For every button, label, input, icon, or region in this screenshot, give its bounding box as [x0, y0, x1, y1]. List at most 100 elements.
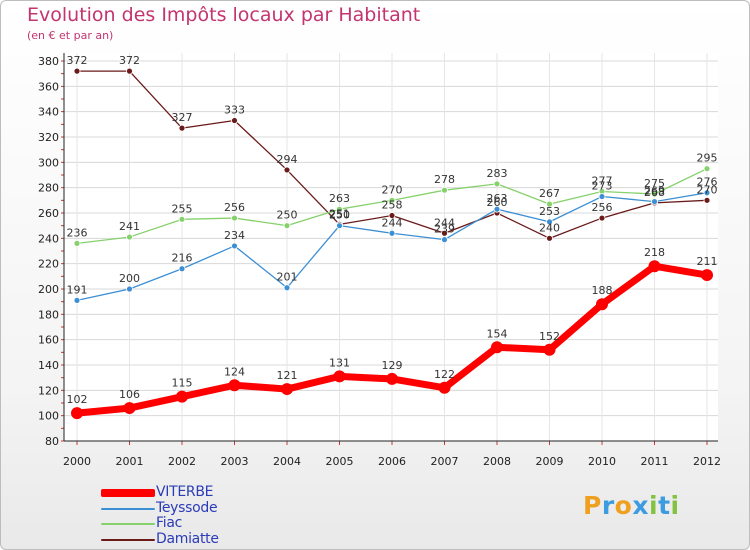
data-point — [336, 205, 343, 213]
data-label: 278 — [434, 173, 455, 186]
x-tick-label: 2000 — [63, 455, 91, 468]
data-point — [123, 402, 136, 415]
data-point — [73, 239, 81, 247]
data-point — [386, 372, 398, 385]
data-label: 121 — [277, 369, 298, 382]
x-tick-label: 2008 — [483, 455, 511, 468]
data-point — [178, 124, 186, 132]
y-tick-label: 300 — [38, 156, 59, 169]
data-point — [283, 166, 291, 174]
data-label: 270 — [382, 183, 403, 196]
y-tick-label: 200 — [38, 283, 59, 296]
data-point — [231, 242, 238, 250]
legend-swatch — [101, 538, 155, 541]
data-label: 241 — [119, 220, 140, 233]
data-label: 263 — [329, 192, 350, 205]
data-point — [126, 285, 133, 293]
data-label: 102 — [67, 393, 88, 406]
data-label: 240 — [539, 221, 560, 234]
y-tick-label: 180 — [38, 308, 59, 321]
data-point — [228, 379, 241, 392]
x-tick-label: 2005 — [326, 455, 354, 468]
data-point — [598, 193, 606, 200]
data-label: 201 — [277, 271, 298, 284]
data-label: 260 — [487, 196, 508, 209]
data-label: 263 — [487, 192, 508, 205]
legend-label: Fiac — [156, 515, 183, 531]
data-point — [648, 260, 661, 273]
x-tick-label: 2007 — [431, 455, 459, 468]
x-tick-label: 2001 — [116, 455, 144, 468]
logo-letter: P — [583, 491, 602, 520]
data-point — [333, 370, 346, 383]
x-tick-label: 2012 — [693, 455, 721, 468]
data-label: 276 — [697, 176, 718, 189]
data-label: 244 — [434, 216, 455, 229]
data-label: 327 — [172, 111, 193, 124]
data-label: 236 — [67, 226, 88, 239]
data-point — [178, 265, 186, 273]
data-label: 253 — [539, 205, 560, 218]
data-label: 372 — [67, 54, 88, 67]
data-point — [283, 222, 291, 230]
y-tick-label: 80 — [45, 435, 59, 448]
data-point — [71, 407, 83, 420]
legend-label: Damiatte — [156, 530, 219, 547]
data-point — [651, 198, 658, 206]
data-label: 216 — [172, 252, 193, 265]
data-point — [73, 67, 81, 75]
data-label: 273 — [592, 180, 613, 193]
data-point — [388, 212, 396, 219]
data-label: 255 — [172, 202, 193, 215]
data-label: 218 — [644, 246, 665, 259]
data-label: 250 — [329, 209, 350, 222]
legend-label: VITERBE — [156, 484, 214, 500]
data-label: 267 — [539, 187, 560, 200]
data-label: 244 — [382, 216, 403, 229]
y-tick-label: 260 — [38, 207, 59, 220]
data-point — [73, 296, 81, 304]
legend-swatch — [101, 523, 155, 525]
x-tick-label: 2006 — [378, 455, 406, 468]
y-tick-label: 380 — [38, 55, 59, 68]
data-label: 256 — [592, 201, 613, 214]
data-label: 188 — [592, 284, 613, 297]
chart-subtitle: (en € et par an) — [27, 29, 114, 42]
data-label: 283 — [487, 167, 508, 180]
data-point — [231, 214, 238, 222]
data-labels: 102 106 115 124 121 131 129 122 154 152 188 218 211 1… — [67, 54, 718, 406]
data-point — [703, 196, 711, 204]
y-tick-label: 340 — [38, 106, 59, 119]
data-point — [388, 229, 396, 237]
chart-title: Evolution des Impôts locaux par Habitant — [27, 4, 421, 26]
data-label: 333 — [224, 104, 245, 117]
data-point — [441, 186, 448, 194]
data-label: 131 — [329, 356, 350, 369]
y-tick-label: 360 — [38, 80, 59, 93]
data-point — [543, 343, 556, 356]
logo-letter: i — [649, 491, 659, 520]
data-label: 268 — [644, 186, 665, 199]
data-point — [231, 117, 238, 124]
logo-letter: x — [632, 491, 649, 520]
data-label: 251 — [329, 207, 350, 220]
data-label: 191 — [67, 283, 88, 296]
data-label: 234 — [224, 229, 245, 242]
y-tick-label: 220 — [38, 258, 59, 271]
data-label: 211 — [697, 255, 718, 268]
data-point — [598, 214, 606, 222]
data-label: 115 — [172, 377, 193, 390]
data-point — [491, 341, 503, 354]
data-label: 275 — [644, 177, 665, 190]
data-label: 372 — [119, 54, 140, 67]
data-point — [438, 381, 451, 394]
data-label: 124 — [224, 365, 245, 378]
y-tick-label: 140 — [38, 359, 59, 372]
data-point — [546, 234, 553, 242]
y-tick-label: 320 — [38, 131, 59, 144]
data-label: 200 — [119, 272, 140, 285]
logo-letter: i — [670, 491, 680, 520]
logo-letter: r — [601, 491, 615, 520]
x-tick-label: 2004 — [273, 455, 301, 468]
